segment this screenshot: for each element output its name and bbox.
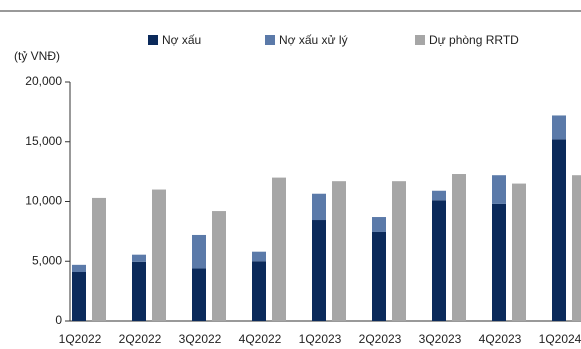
y-tick-label: 15,000: [25, 134, 62, 148]
bar-segment: [72, 272, 86, 321]
bar-segment: [192, 234, 206, 269]
bar-segment: [92, 197, 106, 321]
y-axis-label: (tỷ VNĐ): [14, 49, 60, 63]
legend-swatch: [265, 35, 275, 45]
bar-segment: [572, 175, 581, 321]
legend-swatch: [148, 35, 158, 45]
legend-label: Dự phòng RRTD: [429, 33, 519, 47]
x-tick-label: 4Q2022: [239, 332, 282, 346]
bar-segment: [312, 220, 326, 321]
bar-segment: [192, 268, 206, 321]
x-tick-label: 1Q2022: [59, 332, 102, 346]
bar-segment: [552, 139, 566, 321]
bar-segment: [492, 175, 506, 204]
x-tick-label: 1Q2024: [539, 332, 581, 346]
x-tick-label: 3Q2022: [179, 332, 222, 346]
y-tick-label: 10,000: [25, 194, 62, 208]
x-tick-label: 1Q2023: [299, 332, 342, 346]
bar-segment: [372, 231, 386, 321]
x-tick-label: 3Q2023: [419, 332, 462, 346]
x-tick-label: 2Q2023: [359, 332, 402, 346]
bar-segment: [392, 181, 406, 321]
bar-segment: [552, 115, 566, 140]
legend-label: Nợ xấu xử lý: [279, 33, 348, 47]
bar-segment: [432, 200, 446, 321]
bar-segment: [212, 211, 226, 321]
y-tick-label: 5,000: [32, 253, 62, 267]
bar-segment: [372, 217, 386, 232]
bar-segment: [152, 189, 166, 321]
legend-label: Nợ xấu: [162, 33, 201, 47]
bar-segment: [272, 177, 286, 321]
bar-segment: [132, 261, 146, 321]
bar-segment: [492, 203, 506, 321]
y-tick-label: 20,000: [25, 74, 62, 88]
bar-segment: [512, 183, 526, 321]
legend-swatch: [415, 35, 425, 45]
bar-segment: [252, 251, 266, 262]
bar-segment: [452, 174, 466, 321]
bar-segment: [312, 193, 326, 221]
bar-segment: [72, 264, 86, 273]
bar-segment: [332, 181, 346, 321]
x-tick-label: 4Q2023: [479, 332, 522, 346]
bar-segment: [432, 190, 446, 201]
bar-segment: [132, 254, 146, 262]
x-tick-label: 2Q2022: [119, 332, 162, 346]
bar-segment: [252, 261, 266, 321]
y-tick-label: 0: [55, 313, 62, 327]
